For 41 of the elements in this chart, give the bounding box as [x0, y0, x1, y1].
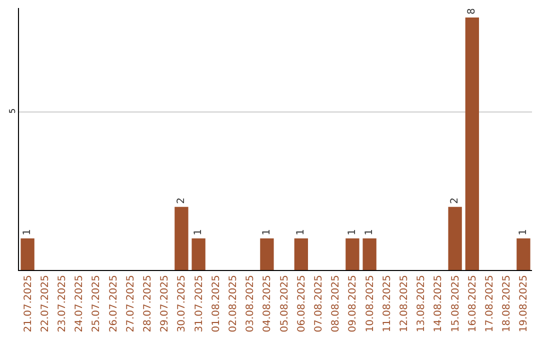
- x-tick-label: 13.08.2025: [416, 275, 428, 332]
- y-tick-label: 5: [8, 108, 17, 114]
- data-label: 1: [193, 229, 204, 236]
- x-tick-label: 05.08.2025: [279, 275, 290, 332]
- x-tick-label: 26.07.2025: [108, 275, 120, 332]
- x-tick-label: 30.07.2025: [176, 275, 188, 332]
- x-tick-label: 19.08.2025: [518, 275, 530, 332]
- x-tick-label: 06.08.2025: [296, 275, 308, 332]
- x-tick-label: 14.08.2025: [433, 275, 444, 332]
- x-tick-label: 03.08.2025: [245, 275, 256, 332]
- data-label: 1: [261, 229, 272, 236]
- x-tick-label: 17.08.2025: [484, 275, 496, 332]
- x-tick-label: 07.08.2025: [314, 275, 324, 332]
- x-tick-label: 29.07.2025: [160, 275, 171, 332]
- x-tick-label: 08.08.2025: [330, 275, 342, 332]
- x-tick-label: 15.08.2025: [450, 275, 462, 332]
- x-tick-label: 04.08.2025: [262, 275, 274, 332]
- data-label: 1: [518, 229, 529, 236]
- x-tick-label: 09.08.2025: [348, 275, 359, 332]
- data-label: 1: [346, 229, 358, 236]
- x-tick-label: 18.08.2025: [502, 275, 513, 332]
- x-tick-label: 22.07.2025: [40, 275, 51, 332]
- data-label: 1: [364, 229, 376, 236]
- x-tick-label: 10.08.2025: [364, 275, 376, 332]
- data-label: 2: [450, 197, 461, 204]
- x-tick-label: 16.08.2025: [467, 275, 478, 332]
- x-tick-label: 02.08.2025: [228, 275, 239, 332]
- x-tick-label: 24.07.2025: [74, 275, 86, 332]
- data-label: 1: [22, 229, 34, 236]
- x-tick-label: 27.07.2025: [125, 275, 136, 332]
- x-tick-label: 11.08.2025: [382, 275, 393, 332]
- data-label: 8: [466, 8, 478, 14]
- x-tick-label: 31.07.2025: [194, 275, 205, 332]
- data-label: 1: [296, 229, 307, 236]
- x-tick-label: 12.08.2025: [399, 275, 410, 332]
- x-tick-label: 25.07.2025: [91, 275, 102, 332]
- x-tick-label: 21.07.2025: [22, 275, 34, 332]
- x-tick-label: 23.07.2025: [57, 275, 68, 332]
- x-tick-label: 28.07.2025: [142, 275, 154, 332]
- data-label: 2: [176, 197, 187, 204]
- x-tick-label: 01.08.2025: [210, 275, 222, 332]
